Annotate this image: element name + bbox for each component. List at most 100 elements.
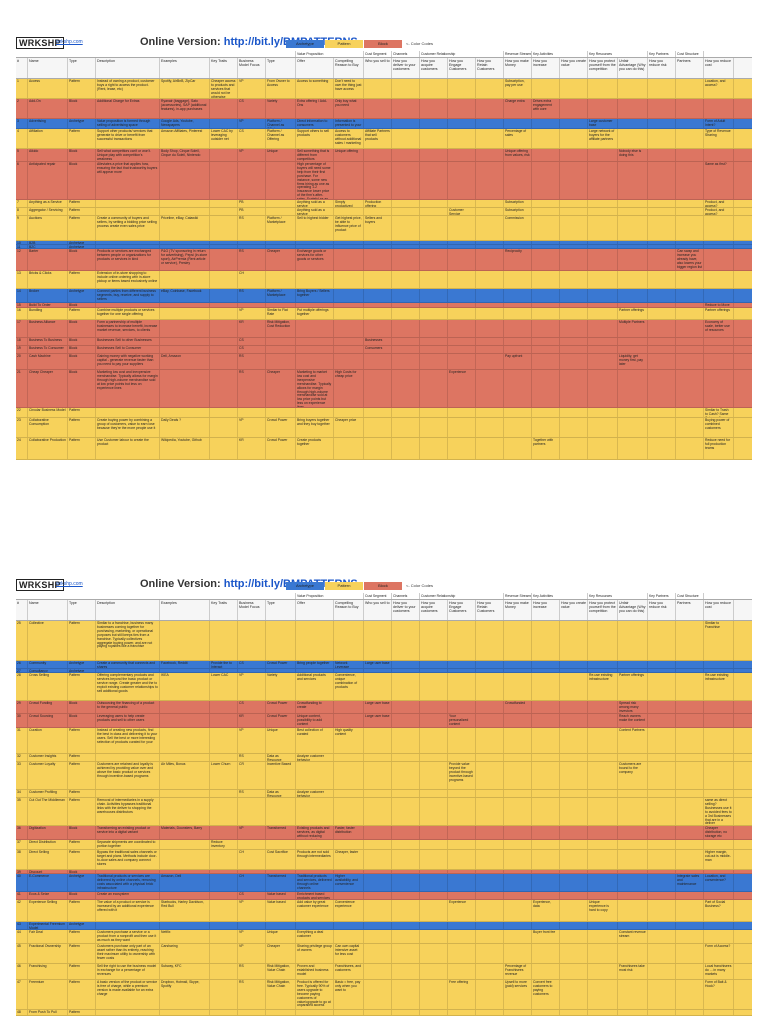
table-cell[interactable]: Block [68,870,96,873]
table-cell[interactable] [560,245,588,248]
table-cell[interactable] [364,900,392,921]
table-cell[interactable]: Basic = free, pay only when you want to [334,980,364,1009]
table-cell[interactable] [296,320,334,337]
table-cell[interactable] [704,338,734,345]
table-cell[interactable] [210,370,238,407]
table-cell[interactable]: 9 [16,216,28,240]
table-row[interactable]: 46 Franchising Pattern Sell the right to us… [16,964,752,980]
table-cell[interactable] [676,418,704,437]
table-cell[interactable] [238,669,266,672]
table-cell[interactable] [532,370,560,407]
column-header[interactable]: Compelling Reason to Buy [334,58,364,78]
table-cell[interactable] [588,714,618,727]
table-cell[interactable] [420,79,448,98]
table-cell[interactable] [364,754,392,761]
table-cell[interactable]: Cheaper [266,370,296,407]
table-cell[interactable] [448,216,476,240]
table-cell[interactable] [392,208,420,215]
table-cell[interactable]: Connect parties from different business … [96,289,160,302]
table-cell[interactable] [364,149,392,161]
table-cell[interactable]: 6 [16,162,28,199]
table-cell[interactable]: Pattern [68,621,96,660]
table-cell[interactable] [588,249,618,270]
table-cell[interactable] [560,701,588,713]
table-cell[interactable] [588,408,618,417]
table-cell[interactable] [210,930,238,943]
column-header[interactable]: How you create value [560,600,588,620]
table-cell[interactable] [392,308,420,319]
column-header[interactable]: How you Retain Customers [476,58,504,78]
table-cell[interactable] [648,216,676,240]
table-cell[interactable] [448,338,476,345]
pattern-name-cell[interactable]: Barter [28,249,68,270]
table-cell[interactable] [210,338,238,345]
table-cell[interactable] [334,245,364,248]
table-cell[interactable] [210,826,238,839]
table-cell[interactable] [96,1010,160,1015]
table-cell[interactable] [296,840,334,849]
table-cell[interactable] [334,754,364,761]
table-cell[interactable] [420,303,448,307]
table-cell[interactable] [532,728,560,753]
table-cell[interactable]: Risk Mitigation, Value Chain [266,980,296,1009]
table-cell[interactable]: Businesses Sell to other Businesses [96,338,160,345]
column-header[interactable]: Compelling Reason to Buy [334,600,364,620]
table-row[interactable]: 30 Crowd Sourcing Block Leveraging users to… [16,714,752,728]
table-cell[interactable]: From Owner to Access [266,79,296,98]
table-cell[interactable]: Instead of creating new products, find t… [96,728,160,753]
table-cell[interactable]: 4 [16,129,28,148]
table-cell[interactable] [532,922,560,929]
pattern-name-cell[interactable]: Auctions [28,216,68,240]
column-header[interactable]: Description [96,600,160,620]
column-header[interactable]: Unfair Advantage (Why you can do this) [618,58,648,78]
table-cell[interactable] [532,673,560,700]
table-cell[interactable] [648,922,676,929]
table-cell[interactable]: Businesses Sell to Consumer [96,346,160,353]
table-cell[interactable]: 39 [16,870,28,873]
table-cell[interactable]: Pattern [68,964,96,979]
table-cell[interactable] [532,798,560,825]
table-cell[interactable] [618,208,648,215]
table-cell[interactable] [676,714,704,727]
table-cell[interactable] [392,922,420,929]
table-cell[interactable] [588,1010,618,1015]
table-cell[interactable] [266,200,296,207]
table-cell[interactable] [238,922,266,929]
table-cell[interactable] [392,346,420,353]
table-cell[interactable] [532,621,560,660]
table-cell[interactable] [560,320,588,337]
table-cell[interactable] [392,320,420,337]
table-cell[interactable] [392,728,420,753]
table-cell[interactable]: Large user base [364,661,392,668]
table-cell[interactable] [648,438,676,459]
table-cell[interactable] [618,162,648,199]
table-cell[interactable]: Sellers and buyers [364,216,392,240]
table-cell[interactable]: 8 [16,208,28,215]
table-cell[interactable] [476,870,504,873]
table-cell[interactable]: Bring people together [296,661,334,668]
table-cell[interactable] [676,79,704,98]
table-cell[interactable] [238,245,266,248]
table-cell[interactable] [448,870,476,873]
column-header[interactable]: Offer [296,600,334,620]
table-cell[interactable] [504,728,532,753]
table-cell[interactable] [532,762,560,789]
column-header[interactable]: Description [96,58,160,78]
table-cell[interactable] [296,1010,334,1015]
table-cell[interactable] [648,892,676,899]
table-cell[interactable] [560,200,588,207]
table-cell[interactable] [618,944,648,963]
table-cell[interactable]: Higher margin, cut-out is middle-man [704,850,734,869]
table-cell[interactable] [476,162,504,199]
table-cell[interactable]: Block [68,249,96,270]
table-cell[interactable] [334,621,364,660]
table-cell[interactable] [648,701,676,713]
table-cell[interactable] [392,980,420,1009]
table-cell[interactable] [420,661,448,668]
table-cell[interactable] [648,944,676,963]
column-header[interactable]: How you Engage Customers [448,600,476,620]
table-cell[interactable] [420,200,448,207]
pattern-name-cell[interactable]: Bundling [28,308,68,319]
table-cell[interactable]: High quality content [334,728,364,753]
table-cell[interactable]: Pattern [68,930,96,943]
